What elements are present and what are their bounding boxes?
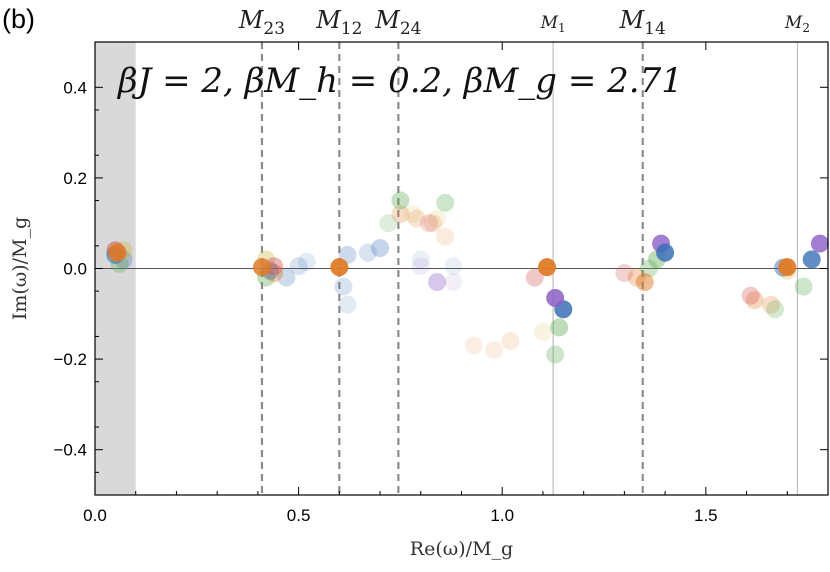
data-point-red	[615, 264, 634, 283]
data-point-yellow	[403, 205, 422, 224]
y-tick-label: 0.0	[63, 260, 87, 279]
data-point-orange	[436, 227, 455, 246]
data-point-orange	[745, 291, 764, 310]
reference-line-label: M1	[540, 13, 566, 35]
data-point-blue	[289, 257, 308, 276]
reference-line-label: M24	[374, 6, 421, 39]
data-point-blue	[411, 250, 430, 269]
reference-line-label: M12	[315, 6, 362, 39]
x-tick-label: 1.0	[490, 506, 514, 525]
data-point-orange	[485, 341, 504, 360]
x-tick-label: 0.5	[287, 506, 311, 525]
data-point-orange	[761, 295, 780, 314]
x-tick-label: 1.5	[694, 506, 718, 525]
data-point-purple	[428, 273, 447, 292]
panel-label: (b)	[2, 4, 35, 34]
data-point-green	[550, 318, 569, 337]
data-point-green	[639, 259, 658, 278]
data-point-orange	[464, 336, 483, 355]
data-point-orange	[501, 331, 520, 350]
parameter-annotation: βJ = 2, βM_h = 0.2, βM_g = 2.71	[116, 61, 683, 101]
data-point-orange	[778, 258, 797, 277]
data-point-orange	[538, 258, 557, 277]
data-point-purple	[411, 257, 430, 276]
data-point-red	[419, 214, 438, 233]
data-point-blue	[334, 277, 353, 296]
y-tick-label: −0.4	[53, 441, 87, 460]
data-point-orange	[635, 273, 654, 292]
reference-line-label: M14	[619, 6, 666, 39]
data-point-green	[379, 214, 398, 233]
data-point-blue	[277, 268, 296, 287]
data-point-blue	[338, 295, 357, 314]
data-point-blue	[444, 257, 463, 276]
data-point-orange	[330, 258, 349, 277]
plot-area: 0.0 0.5 1.0 1.5 0.4 0.2 0.0 −0.2 −0.4 M23 M12 M24 M1…	[9, 6, 829, 560]
x-axis-title: Re(ω)/M_g	[410, 538, 513, 560]
data-point-green	[436, 193, 455, 212]
data-point-orange	[108, 243, 127, 262]
y-tick-label: −0.2	[53, 350, 87, 369]
data-point-orange	[423, 214, 442, 233]
data-point-green	[546, 345, 565, 364]
data-point-green	[794, 277, 813, 296]
data-point-blue	[371, 239, 390, 258]
data-point-red	[741, 286, 760, 305]
reference-line-label: M23	[238, 6, 285, 39]
data-point-blue	[358, 243, 377, 262]
data-point-yellow	[428, 209, 447, 228]
y-tick-label: 0.4	[63, 78, 87, 97]
y-tick-label: 0.2	[63, 169, 87, 188]
data-point-yellow	[533, 322, 552, 341]
data-point-red	[525, 268, 544, 287]
data-point-orange	[252, 258, 271, 277]
data-point-blue	[656, 243, 675, 262]
data-point-green	[766, 300, 785, 319]
reference-line-label: M2	[784, 13, 810, 35]
data-point-blue	[297, 252, 316, 271]
data-point-purple	[444, 273, 463, 292]
data-point-orange	[407, 209, 426, 228]
data-point-purple	[810, 234, 829, 253]
data-point-green	[391, 191, 410, 210]
data-point-blue	[802, 250, 821, 269]
x-tick-label: 0.0	[83, 506, 107, 525]
data-point-purple	[546, 288, 565, 307]
y-axis-title: Im(ω)/M_g	[9, 217, 31, 320]
data-point-orange	[391, 205, 410, 224]
